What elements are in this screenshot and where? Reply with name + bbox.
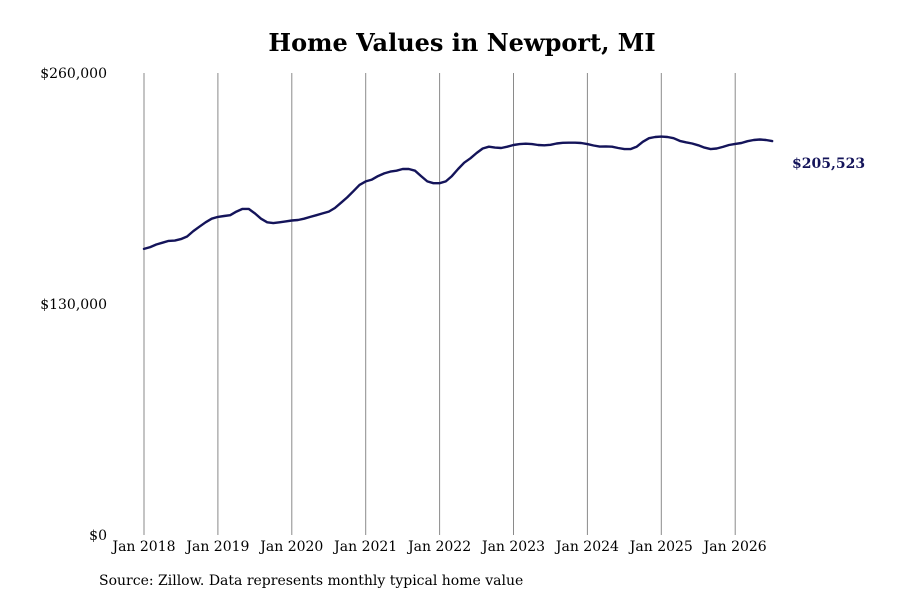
x-tick-label: Jan 2018 — [110, 539, 175, 555]
x-tick-label: Jan 2026 — [702, 539, 767, 555]
x-tick-label: Jan 2021 — [332, 539, 397, 555]
y-tick-label: $130,000 — [40, 297, 107, 313]
x-tick-label: Jan 2024 — [554, 539, 619, 555]
chart-title: Home Values in Newport, MI — [268, 28, 655, 57]
y-tick-label: $260,000 — [40, 66, 107, 82]
x-tick-label: Jan 2019 — [184, 539, 249, 555]
x-tick-label: Jan 2022 — [406, 539, 471, 555]
x-tick-label: Jan 2020 — [258, 539, 323, 555]
x-tick-label: Jan 2023 — [480, 539, 545, 555]
source-note: Source: Zillow. Data represents monthly … — [99, 573, 524, 589]
y-tick-label: $0 — [89, 528, 107, 544]
x-axis-ticks: Jan 2018 Jan 2019 Jan 2020 Jan 2021 Jan 2022… — [110, 539, 766, 555]
grid-lines — [143, 73, 736, 535]
x-tick-label: Jan 2025 — [628, 539, 693, 555]
series-line — [142, 135, 774, 251]
end-value-label: $205,523 — [792, 156, 865, 172]
y-axis-ticks: $0 $130,000 $260,000 — [40, 66, 107, 544]
